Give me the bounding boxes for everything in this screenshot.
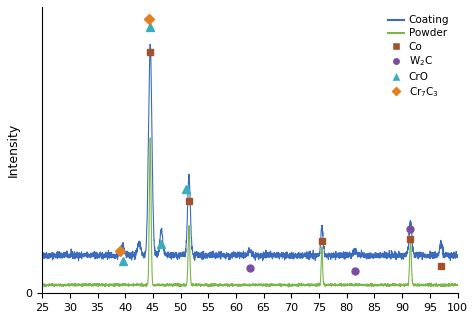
Legend: Coating, Powder, Co, W$_2$C, CrO, Cr$_7$C$_3$: Coating, Powder, Co, W$_2$C, CrO, Cr$_7$… bbox=[385, 12, 452, 102]
Y-axis label: Intensity: Intensity bbox=[7, 123, 20, 177]
